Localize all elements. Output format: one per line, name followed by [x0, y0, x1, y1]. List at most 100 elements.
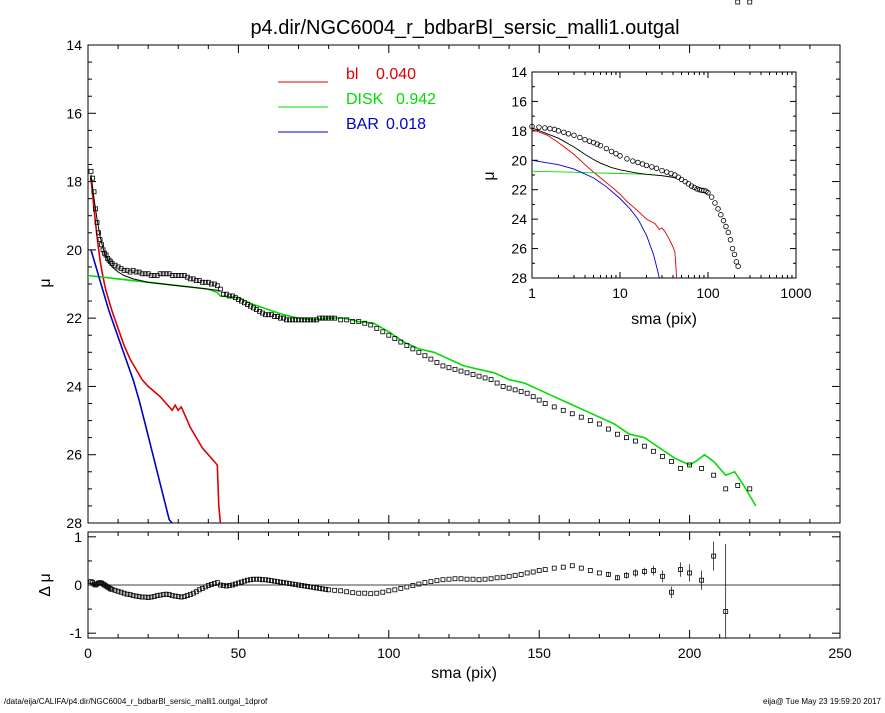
inset-x-tick-label: 10 — [612, 285, 628, 301]
main-data-point — [160, 271, 166, 277]
main-data-point — [169, 273, 175, 278]
residual-data-point — [660, 573, 665, 579]
residual-data-point — [482, 576, 488, 582]
inset-x-axis-label: sma (pix) — [631, 311, 697, 328]
residual-data-point — [578, 565, 584, 571]
inset-series-line-bar — [532, 159, 660, 278]
main-data-point — [202, 279, 208, 285]
residual-data-point — [145, 595, 151, 600]
residual-data-point — [108, 586, 113, 592]
main-data-point — [464, 370, 470, 376]
residual-data-point — [434, 578, 440, 584]
main-data-point — [633, 438, 638, 444]
residual-data-point — [542, 567, 548, 572]
inset-y-tick-label: 22 — [511, 182, 527, 198]
legend-value-bar: 0.018 — [386, 116, 426, 133]
inset-data-point — [590, 139, 597, 146]
residual-data-point — [296, 582, 301, 588]
main-y-tick-label: 14 — [66, 37, 82, 53]
residual-data-point — [272, 578, 277, 584]
main-data-point — [290, 317, 295, 323]
residual-data-point — [242, 578, 247, 584]
inset-y-tick-label: 18 — [511, 123, 527, 139]
main-data-point — [624, 435, 629, 441]
residual-data-point — [446, 576, 452, 582]
main-data-point — [100, 247, 106, 253]
main-data-point — [226, 293, 232, 299]
residual-data-point — [184, 593, 190, 598]
main-data-point — [175, 273, 181, 278]
inset-data-point — [608, 148, 615, 155]
legend-label-bar: BAR — [346, 116, 379, 133]
inset-y-tick-label: 24 — [511, 211, 527, 227]
inset-plot-data-points — [529, 123, 741, 269]
main-data-point — [711, 472, 717, 478]
inset-data-point — [688, 183, 695, 189]
residual-data-point — [494, 575, 500, 581]
inset-data-point — [691, 184, 698, 191]
main-plot-axes: 14 16 18 20 22 24 26 28 — [66, 37, 841, 531]
footer-user-timestamp: eija@ Tue May 23 19:59:20 2017 — [763, 697, 882, 706]
residual-data-point — [747, 0, 753, 5]
residual-x-tick-label: 250 — [828, 645, 852, 661]
inset-data-point — [613, 150, 619, 157]
residual-data-point — [166, 592, 172, 598]
main-data-point — [151, 273, 157, 278]
main-data-point — [678, 465, 683, 471]
residual-data-point — [362, 590, 368, 596]
main-data-point — [320, 315, 326, 321]
residual-data-point — [624, 572, 629, 578]
chart-title: p4.dir/NGC6004_r_bdbarBl_sersic_malli1.o… — [250, 17, 679, 39]
residual-data-point — [440, 577, 446, 583]
main-data-point — [452, 366, 458, 372]
residual-y-tick-label: 0 — [74, 577, 82, 593]
residual-data-point — [326, 587, 332, 593]
residual-data-point — [320, 586, 326, 592]
residual-data-point — [257, 576, 262, 582]
inset-y-tick-label: 26 — [511, 241, 527, 257]
residual-data-point — [205, 583, 211, 588]
residual-data-point — [368, 591, 374, 597]
residual-data-point — [422, 580, 428, 585]
residual-data-point — [332, 587, 338, 593]
residual-data-point — [196, 587, 202, 593]
residual-data-point — [569, 563, 575, 569]
main-data-point — [317, 315, 323, 321]
residual-data-point — [669, 589, 674, 595]
residual-data-point — [284, 580, 289, 586]
residual-data-point — [512, 572, 518, 578]
residual-data-point — [260, 577, 265, 583]
main-data-point — [214, 283, 220, 289]
main-data-point — [308, 317, 313, 323]
main-data-point — [747, 486, 753, 492]
main-data-point — [687, 462, 692, 468]
inset-data-point — [577, 134, 583, 141]
residual-data-point — [488, 576, 494, 582]
residual-data-point — [278, 579, 283, 585]
main-data-point — [305, 317, 310, 323]
residual-data-point — [605, 572, 611, 577]
main-data-point — [660, 454, 665, 459]
main-data-point — [296, 317, 301, 323]
main-data-point — [392, 336, 398, 342]
residual-data-point — [127, 592, 133, 598]
residual-data-point — [251, 576, 256, 582]
residual-data-point — [269, 578, 274, 584]
inset-y-tick-label: 28 — [511, 270, 527, 286]
footer-file-path: /data/eija/CALIFA/p4.dir/NGC6004_r_bdbar… — [4, 697, 268, 706]
main-data-point — [428, 356, 434, 362]
residual-data-point — [723, 609, 729, 614]
main-data-point — [93, 206, 98, 212]
residual-data-point — [536, 568, 542, 573]
residual-data-point — [148, 594, 154, 600]
residual-data-point — [239, 579, 244, 585]
main-data-point — [148, 273, 154, 278]
inset-y-tick-label: 20 — [511, 152, 527, 168]
main-series-line-total — [90, 174, 221, 292]
main-data-point — [735, 483, 741, 488]
inset-data-point — [594, 141, 600, 147]
residual-data-point — [386, 588, 392, 594]
main-data-point — [187, 276, 193, 282]
